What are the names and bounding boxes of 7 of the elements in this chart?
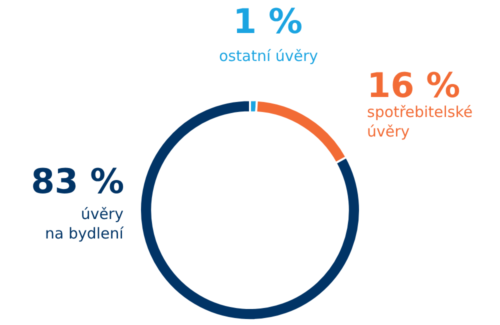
data-label: 1 % xyxy=(233,2,303,42)
slice-label: úvěry na bydlení xyxy=(45,205,124,242)
slice-label: ostatní úvěry xyxy=(219,47,318,65)
slice-label: spotřebitelské úvěry xyxy=(367,103,473,140)
data-label: 83 % xyxy=(31,162,124,202)
donut-slice xyxy=(139,99,361,322)
data-label: 16 % xyxy=(367,66,460,106)
